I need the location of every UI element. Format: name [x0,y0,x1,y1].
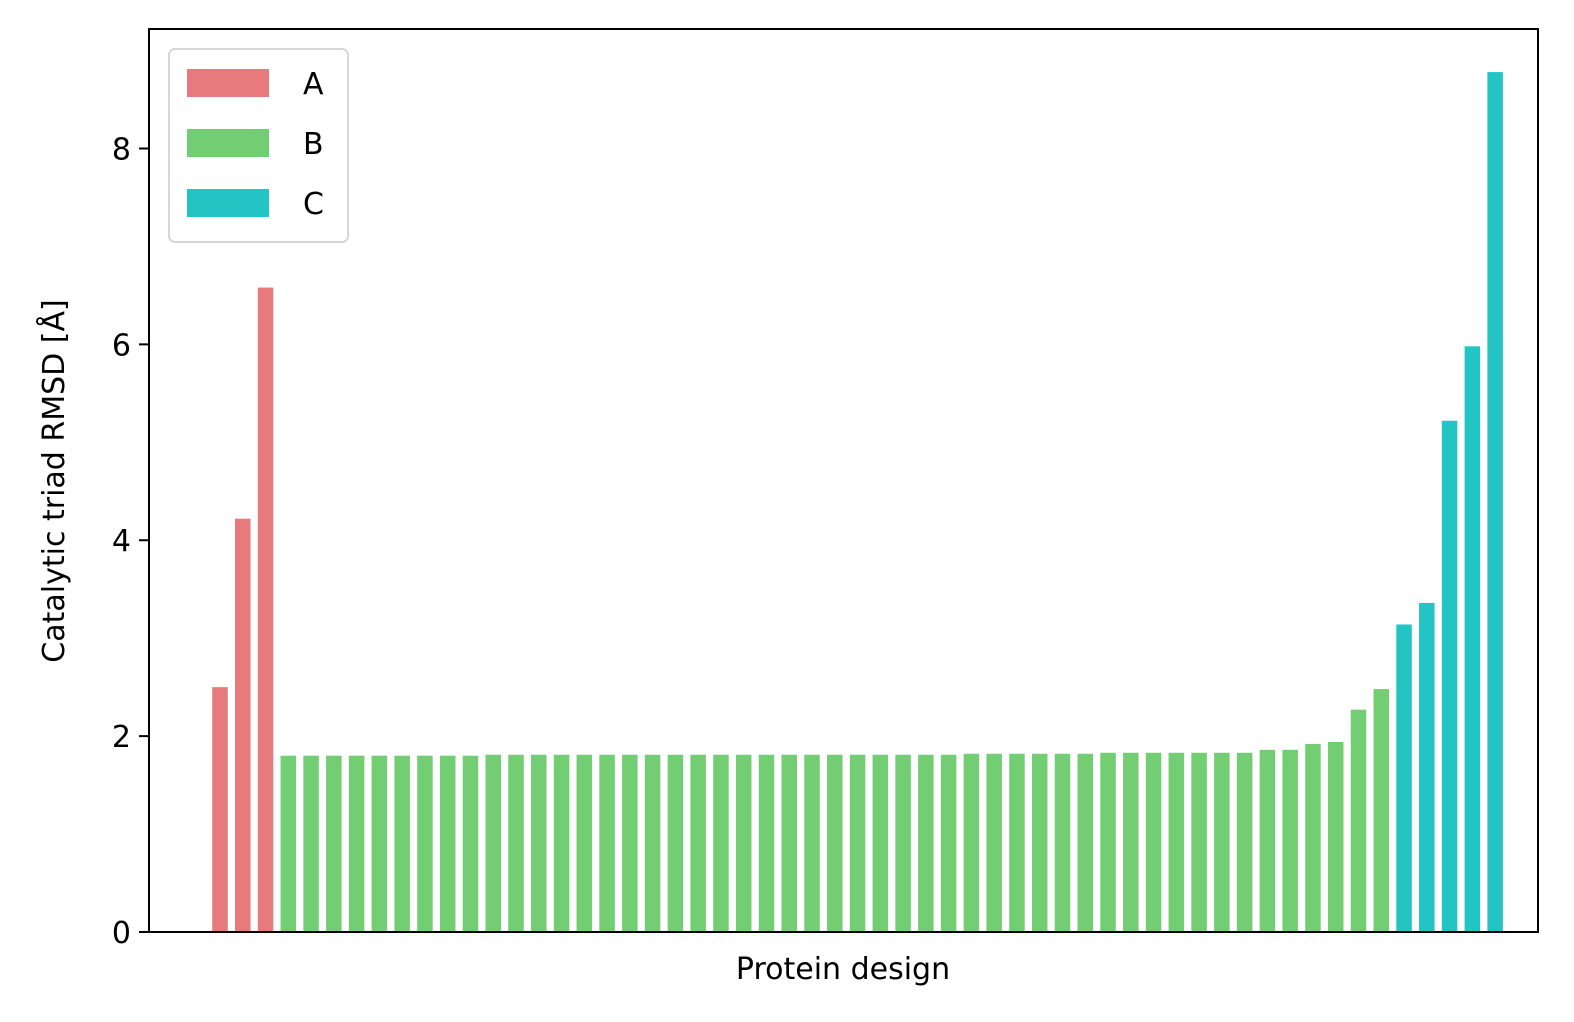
bar-b-49 [1373,689,1390,932]
bar-c-4 [1464,346,1481,932]
bar-b-10 [485,754,501,932]
bar-b-14 [576,754,593,932]
bar-b-21 [735,754,752,932]
y-tick-label: 0 [112,916,131,951]
bar-b-20 [713,754,729,932]
bar-b-37 [1100,752,1116,932]
legend: ABC [168,48,349,243]
bar-b-15 [599,754,615,932]
bar-b-41 [1191,752,1207,932]
bar-b-16 [622,754,638,932]
legend-swatch-c [187,189,269,217]
bar-b-44 [1259,749,1276,932]
y-axis-label: Catalytic triad RMSD [Å] [36,299,72,662]
bar-b-45 [1282,749,1298,932]
bar-b-7 [417,755,433,932]
y-axis: 0 2 4 6 8 [112,132,149,951]
bar-b-47 [1327,742,1344,932]
legend-label-b: B [303,127,324,162]
legend-label-a: A [303,67,324,102]
bar-a-3 [257,287,274,932]
x-axis-label: Protein design [736,952,950,987]
bar-c-2 [1419,602,1435,932]
bar-a-2 [235,518,251,932]
bar-b-12 [531,754,547,932]
bar-b-4 [348,755,365,932]
bar-b-46 [1305,743,1321,932]
bar-b-28 [895,754,911,932]
bar-b-13 [553,754,570,932]
bar-b-39 [1145,752,1162,932]
legend-label-c: C [303,187,324,222]
bar-b-26 [849,754,866,932]
bar-b-40 [1168,752,1185,932]
bar-b-8 [439,755,456,932]
bar-b-23 [781,754,797,932]
bar-b-3 [326,755,342,932]
y-tick-label: 4 [112,524,131,559]
bar-b-22 [758,754,775,932]
bar-b-31 [963,753,980,932]
legend-swatch-a [187,69,269,97]
bars-group [212,72,1503,933]
bar-c-5 [1487,72,1503,933]
bar-b-24 [804,754,820,932]
bar-b-34 [1031,753,1048,932]
plot-frame [148,28,1539,933]
y-tick-label: 8 [112,132,131,167]
bar-b-1 [280,755,297,932]
bar-b-36 [1077,753,1094,932]
bar-c-1 [1396,624,1412,932]
bar-b-27 [872,754,889,932]
bar-b-25 [827,754,843,932]
bar-b-30 [940,754,957,932]
bar-c-3 [1441,420,1458,932]
bar-b-33 [1009,753,1025,932]
bar-b-6 [394,755,410,932]
bar-b-9 [462,755,479,932]
bar-b-17 [644,754,661,932]
bar-b-43 [1236,752,1253,932]
bar-b-42 [1214,752,1230,932]
bar-b-2 [303,755,319,932]
bar-b-18 [667,754,684,932]
bar-b-38 [1123,752,1139,932]
y-tick-label: 6 [112,328,131,363]
bar-b-19 [690,754,706,932]
bar-b-35 [1054,753,1071,932]
y-tick-label: 2 [112,720,131,755]
bar-a-1 [212,687,228,932]
bar-b-11 [508,754,524,932]
bar-b-48 [1350,709,1367,932]
bar-b-32 [986,753,1002,932]
bar-b-29 [918,754,934,932]
legend-swatch-b [187,129,269,157]
bar-b-5 [371,755,388,932]
